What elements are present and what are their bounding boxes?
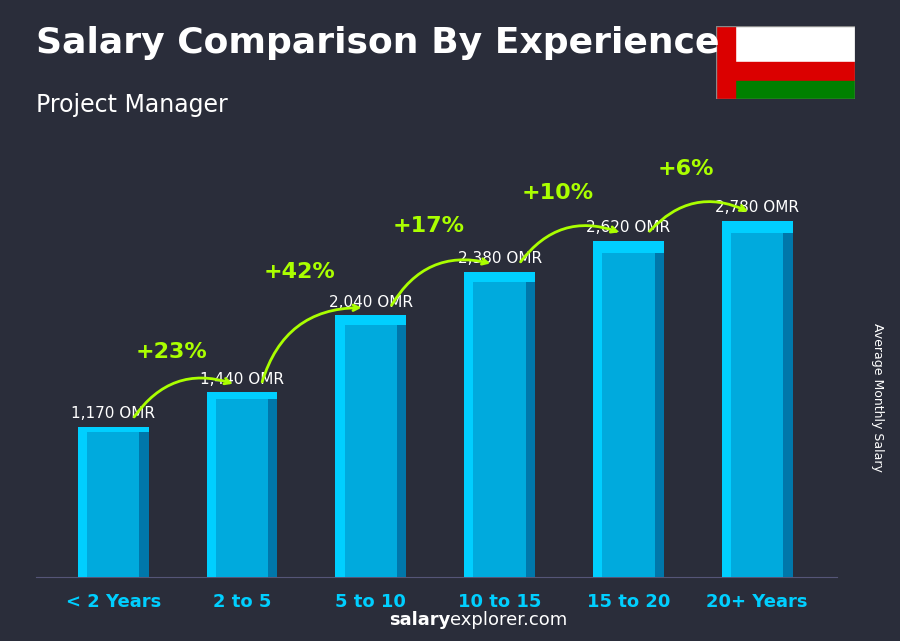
- Bar: [735, 26, 855, 62]
- Bar: [78, 427, 87, 577]
- Bar: [268, 392, 277, 577]
- Bar: [336, 315, 406, 577]
- Bar: [593, 241, 664, 253]
- Text: 2,380 OMR: 2,380 OMR: [457, 251, 542, 266]
- Text: salary: salary: [389, 612, 450, 629]
- Bar: [722, 221, 731, 577]
- Bar: [526, 272, 535, 577]
- Bar: [722, 221, 793, 577]
- Bar: [464, 272, 535, 283]
- Bar: [464, 272, 535, 577]
- Text: 2,040 OMR: 2,040 OMR: [328, 295, 413, 310]
- Text: 2,780 OMR: 2,780 OMR: [716, 200, 799, 215]
- Text: +10%: +10%: [521, 183, 594, 203]
- Text: +23%: +23%: [135, 342, 207, 362]
- Bar: [336, 315, 345, 577]
- Bar: [735, 62, 855, 81]
- Bar: [207, 392, 277, 399]
- Text: +6%: +6%: [658, 160, 715, 179]
- Bar: [593, 241, 602, 577]
- Bar: [654, 241, 664, 577]
- Bar: [140, 427, 148, 577]
- Bar: [716, 26, 735, 99]
- Bar: [207, 392, 216, 577]
- Bar: [722, 221, 793, 233]
- Bar: [464, 272, 473, 577]
- Text: explorer.com: explorer.com: [450, 612, 567, 629]
- Bar: [735, 81, 855, 99]
- Bar: [397, 315, 406, 577]
- Bar: [783, 221, 793, 577]
- Text: +17%: +17%: [392, 216, 464, 236]
- Text: 1,170 OMR: 1,170 OMR: [71, 406, 156, 421]
- Bar: [78, 427, 148, 432]
- Bar: [78, 427, 148, 577]
- Text: Project Manager: Project Manager: [36, 93, 228, 117]
- Bar: [207, 392, 277, 577]
- Text: 2,620 OMR: 2,620 OMR: [586, 221, 670, 235]
- Text: Salary Comparison By Experience: Salary Comparison By Experience: [36, 26, 719, 60]
- Text: +42%: +42%: [264, 262, 336, 282]
- Text: 1,440 OMR: 1,440 OMR: [200, 372, 284, 387]
- Text: Average Monthly Salary: Average Monthly Salary: [871, 323, 884, 472]
- Bar: [336, 315, 406, 324]
- Bar: [593, 241, 664, 577]
